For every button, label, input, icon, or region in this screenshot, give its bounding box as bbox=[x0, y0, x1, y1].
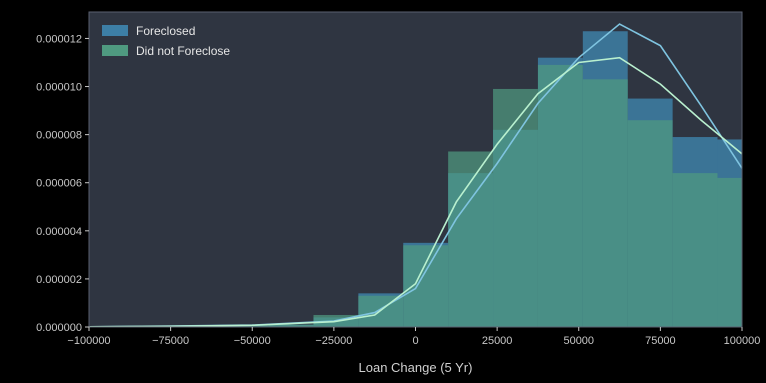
y-tick-label-1: 0.000002 bbox=[36, 274, 82, 286]
kde-line-1 bbox=[88, 56, 743, 328]
bar-1-4 bbox=[268, 324, 314, 327]
x-tick-label-8: 100000 bbox=[724, 335, 761, 347]
y-tick-label-0: 0.000000 bbox=[36, 322, 82, 334]
x-axis: −100000 −75000 −50000 −25000 0 25000 50000 7500… bbox=[67, 327, 760, 347]
y-tick-label-4: 0.000008 bbox=[36, 130, 82, 142]
x-tick-label-3: −25000 bbox=[315, 335, 352, 347]
x-tick-label-4: 0 bbox=[412, 335, 418, 347]
x-tick-label-1: −75000 bbox=[152, 335, 189, 347]
bar-1-9 bbox=[493, 88, 538, 327]
bar-1-10 bbox=[537, 64, 583, 328]
bar-1-3 bbox=[223, 325, 269, 327]
histogram-bars bbox=[133, 31, 742, 328]
bar-1-12 bbox=[627, 120, 673, 328]
y-tick-label-5: 0.000010 bbox=[36, 82, 82, 94]
y-axis: 0.000000 0.000002 0.000004 0.000006 0.000008… bbox=[36, 33, 89, 334]
legend-label-foreclosed: Foreclosed bbox=[136, 24, 195, 38]
x-tick-label-7: 75000 bbox=[645, 335, 676, 347]
bar-1-14 bbox=[717, 177, 742, 327]
legend-swatch-did-not-foreclose bbox=[102, 45, 128, 56]
x-axis-label: Loan Change (5 Yr) bbox=[359, 360, 473, 375]
y-tick-label-2: 0.000004 bbox=[36, 226, 82, 238]
x-tick-label-5: 25000 bbox=[482, 335, 513, 347]
legend: Foreclosed Did not Foreclose bbox=[102, 24, 230, 58]
x-tick-label-6: 50000 bbox=[563, 335, 594, 347]
bar-1-11 bbox=[582, 79, 628, 327]
kde-curves bbox=[88, 23, 743, 328]
x-tick-label-0: −100000 bbox=[67, 335, 110, 347]
y-tick-label-6: 0.000012 bbox=[36, 33, 82, 45]
y-tick-label-3: 0.000006 bbox=[36, 178, 82, 190]
legend-label-did-not-foreclose: Did not Foreclose bbox=[136, 44, 230, 58]
legend-swatch-foreclosed bbox=[102, 25, 128, 36]
bar-1-7 bbox=[403, 245, 449, 327]
x-tick-label-2: −50000 bbox=[234, 335, 271, 347]
bar-1-13 bbox=[672, 173, 718, 327]
